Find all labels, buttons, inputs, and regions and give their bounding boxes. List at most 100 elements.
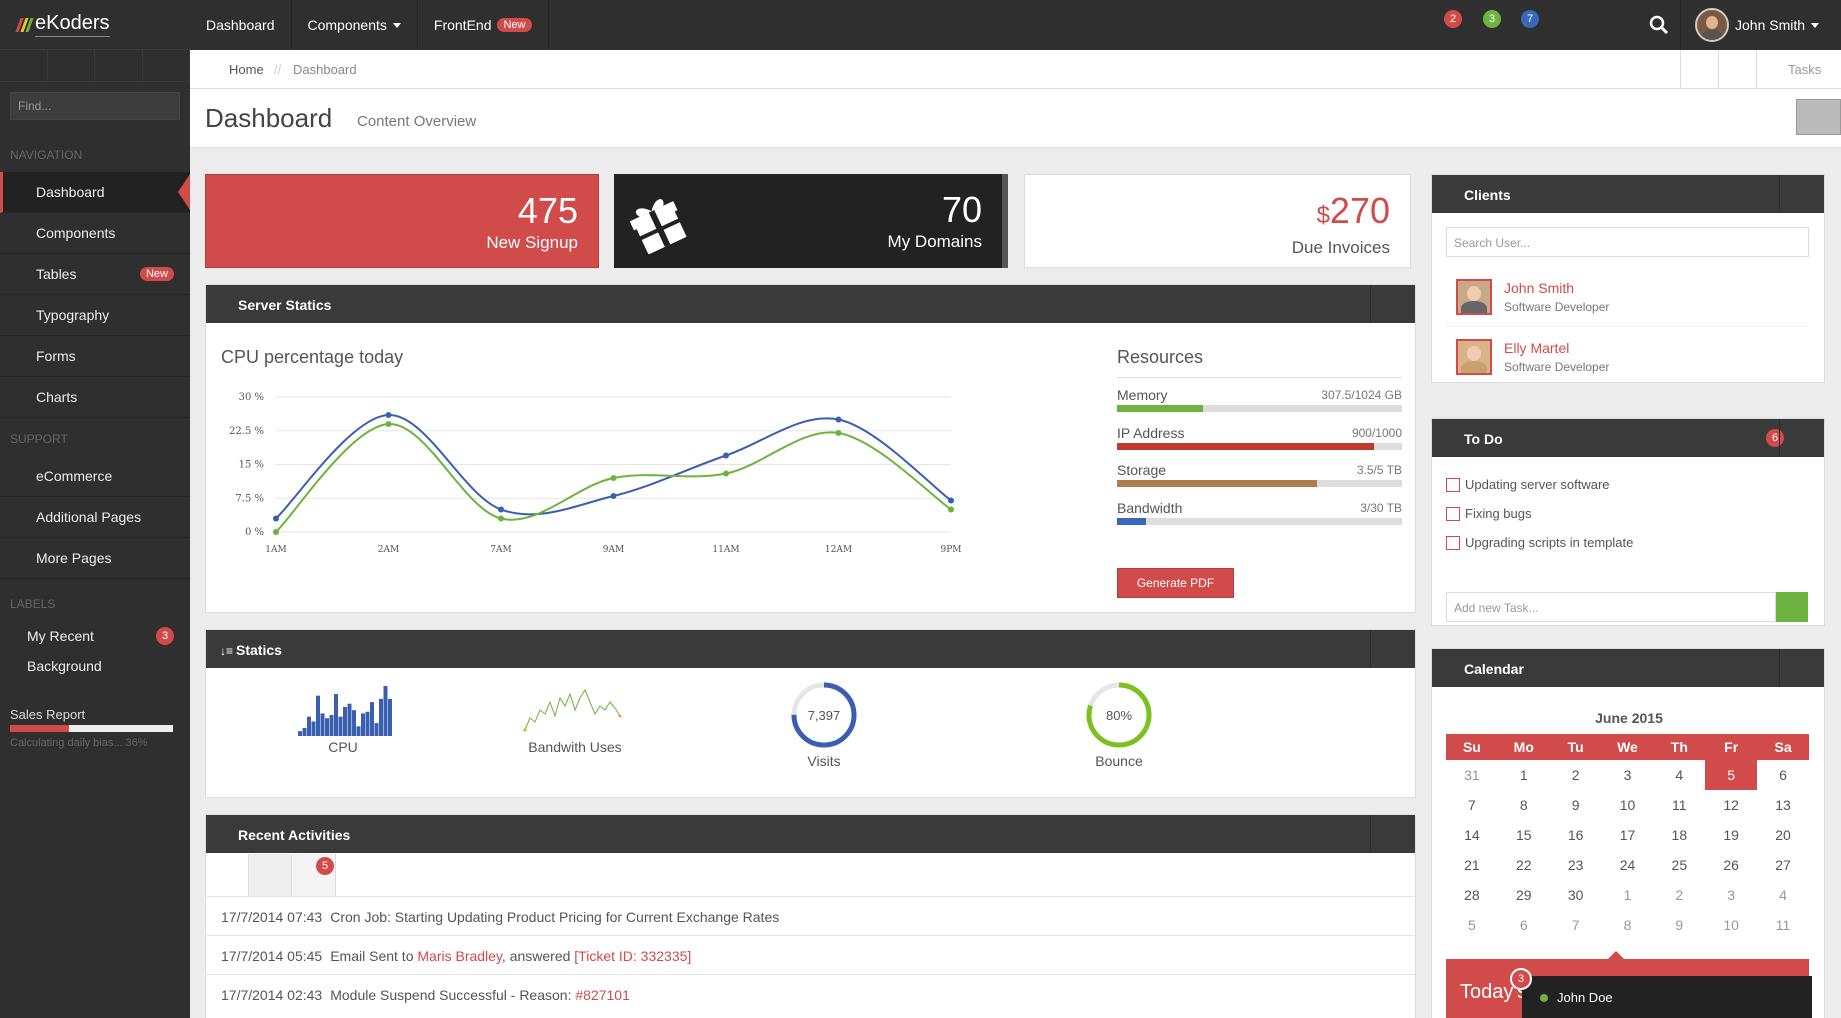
calendar-day[interactable]: 18 (1671, 827, 1688, 843)
data-point[interactable] (723, 470, 729, 477)
breadcrumb-home[interactable]: Home (229, 62, 264, 77)
todo-item[interactable]: Fixing bugs (1446, 506, 1531, 521)
data-point[interactable] (610, 475, 617, 481)
todo-item[interactable]: Upgrading scripts in template (1446, 535, 1633, 550)
shortcut-2[interactable] (48, 50, 95, 81)
calendar-day[interactable]: 24 (1619, 857, 1636, 873)
search-icon[interactable] (1648, 14, 1670, 36)
breadcrumb-tool-2[interactable] (1718, 50, 1756, 88)
calendar-day[interactable]: 8 (1519, 797, 1528, 813)
calendar-day[interactable]: 1 (1519, 767, 1528, 783)
sidebar-item-tables[interactable]: Tables New (0, 254, 190, 295)
calendar-day[interactable]: 6 (1519, 917, 1528, 933)
calendar-day[interactable]: 15 (1515, 827, 1532, 843)
sidebar-item-typography[interactable]: Typography (0, 295, 190, 336)
sidebar-item-more-pages[interactable]: More Pages (0, 538, 190, 579)
todo-checkbox[interactable] (1446, 477, 1460, 492)
breadcrumb-tool-1[interactable] (1680, 50, 1718, 88)
shortcut-1[interactable] (0, 50, 48, 81)
calendar-day[interactable]: 14 (1464, 827, 1480, 843)
data-point[interactable] (273, 515, 279, 522)
activity-link-ticket[interactable]: [Ticket ID: 332335] (574, 948, 692, 964)
calendar-day[interactable]: 11 (1775, 917, 1791, 933)
calendar-day[interactable]: 23 (1567, 857, 1584, 873)
todo-item[interactable]: Updating server software (1446, 477, 1610, 492)
calendar-day[interactable]: 25 (1671, 857, 1688, 873)
todo-checkbox[interactable] (1446, 506, 1460, 521)
topnav-dashboard[interactable]: Dashboard (190, 0, 292, 50)
data-point[interactable] (273, 529, 279, 535)
calendar-day[interactable]: 22 (1515, 857, 1532, 873)
header-action-button[interactable] (1796, 99, 1841, 135)
topnav-frontend[interactable]: FrontEnd New (418, 0, 549, 50)
activity-link-user[interactable]: Maris Bradley (417, 948, 502, 964)
sidebar-item-dashboard[interactable]: Dashboard (0, 172, 190, 213)
notification-badge-green[interactable]: 3 (1483, 10, 1501, 28)
calendar-day[interactable]: 2 (1675, 887, 1684, 903)
data-point[interactable] (948, 497, 954, 504)
calendar-day[interactable]: 12 (1723, 797, 1739, 813)
sidebar-item-additional-pages[interactable]: Additional Pages (0, 497, 190, 538)
data-point[interactable] (385, 421, 392, 427)
sidebar-search-input[interactable]: Find... (10, 92, 180, 120)
add-task-input[interactable]: Add new Task... (1446, 592, 1776, 622)
calendar-day[interactable]: 16 (1567, 827, 1584, 843)
sidebar-item-components[interactable]: Components (0, 213, 190, 254)
activity-link-reason[interactable]: #827101 (575, 987, 630, 1003)
data-point[interactable] (498, 506, 504, 513)
sidebar-item-ecommerce[interactable]: eCommerce (0, 456, 190, 497)
calendar-day[interactable]: 31 (1464, 767, 1480, 783)
data-point[interactable] (835, 430, 842, 436)
client-name[interactable]: John Smith (1504, 280, 1575, 296)
notification-badge-red[interactable]: 2 (1444, 10, 1462, 28)
app-logo[interactable]: eKoders (0, 0, 190, 50)
search-user-input[interactable]: Search User... (1446, 227, 1809, 257)
stat-card-signup[interactable]: 475 New Signup (205, 174, 599, 268)
generate-pdf-button[interactable]: Generate PDF (1117, 568, 1234, 598)
calendar-day[interactable]: 21 (1464, 857, 1480, 873)
sidebar-item-forms[interactable]: Forms (0, 336, 190, 377)
todo-checkbox[interactable] (1446, 535, 1460, 550)
shortcut-3[interactable] (95, 50, 143, 81)
client-name[interactable]: Elly Martel (1504, 340, 1570, 356)
tasks-button[interactable]: Tasks (1756, 50, 1841, 88)
calendar-day[interactable]: 29 (1515, 887, 1532, 903)
calendar-day[interactable]: 20 (1775, 827, 1791, 843)
calendar-day[interactable]: 5 (1705, 760, 1758, 790)
calendar-day[interactable]: 26 (1723, 857, 1739, 873)
calendar-day[interactable]: 8 (1623, 917, 1632, 933)
calendar-day[interactable]: 19 (1723, 827, 1739, 843)
calendar-day[interactable]: 11 (1672, 797, 1687, 813)
notification-badge-blue[interactable]: 7 (1521, 10, 1539, 28)
label-item-background[interactable]: Background (0, 651, 190, 681)
stat-card-domains[interactable]: 70 My Domains (614, 174, 1008, 268)
data-point[interactable] (723, 452, 729, 459)
label-item-my-recent[interactable]: My Recent 3 (0, 621, 190, 651)
sidebar-item-charts[interactable]: Charts (0, 377, 190, 418)
calendar-day[interactable]: 4 (1675, 767, 1684, 783)
calendar-day[interactable]: 17 (1619, 827, 1636, 843)
calendar-day[interactable]: 10 (1619, 797, 1636, 813)
calendar-day[interactable]: 9 (1571, 797, 1580, 813)
calendar-day[interactable]: 9 (1675, 917, 1684, 933)
calendar-day[interactable]: 5 (1468, 917, 1476, 933)
user-menu[interactable]: John Smith (1680, 0, 1841, 50)
calendar-day[interactable]: 2 (1571, 767, 1580, 783)
calendar-day[interactable]: 10 (1723, 917, 1739, 933)
calendar-day[interactable]: 3 (1623, 767, 1632, 783)
client-item[interactable]: Elly Martel Software Developer (1446, 327, 1809, 387)
calendar-day[interactable]: 27 (1775, 857, 1791, 873)
data-point[interactable] (385, 412, 392, 418)
stat-card-invoices[interactable]: $270 Due Invoices (1024, 174, 1411, 268)
calendar-day[interactable]: 7 (1571, 917, 1580, 933)
calendar-day[interactable]: 7 (1468, 797, 1476, 813)
client-item[interactable]: John Smith Software Developer (1446, 267, 1809, 327)
add-task-button[interactable] (1776, 592, 1808, 622)
calendar-day[interactable]: 28 (1464, 887, 1480, 903)
data-point[interactable] (948, 506, 954, 513)
calendar-day[interactable]: 1 (1623, 887, 1632, 903)
data-point[interactable] (498, 515, 504, 522)
chat-popup[interactable]: 3 John Doe (1510, 968, 1812, 1018)
shortcut-4[interactable] (143, 50, 190, 81)
topnav-components[interactable]: Components (292, 0, 418, 50)
